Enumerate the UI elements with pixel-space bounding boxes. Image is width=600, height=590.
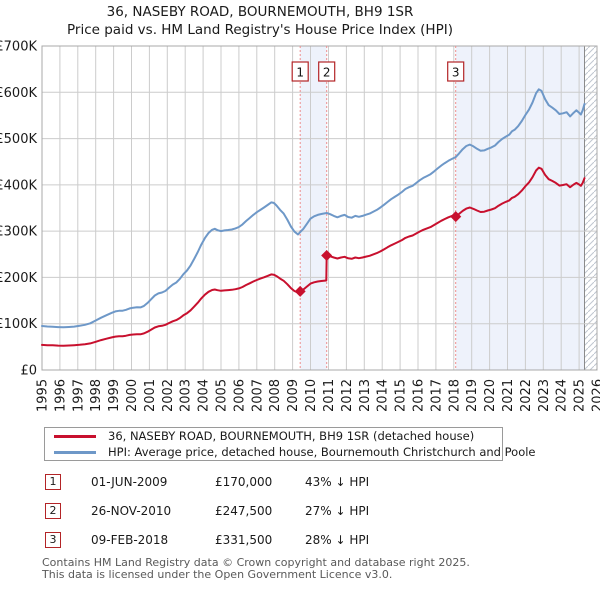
x-axis-tick-label: 2000 — [125, 379, 140, 412]
sale-point-marker-2 — [321, 249, 333, 261]
shaded-bands — [300, 46, 597, 370]
x-axis-tick-label: 1998 — [89, 379, 104, 412]
transaction-number-badge: 2 — [45, 503, 61, 519]
page-title: 36, NASEBY ROAD, BOURNEMOUTH, BH9 1SR — [106, 4, 414, 20]
transaction-number-badge: 1 — [45, 474, 61, 490]
x-axis-tick-label: 2001 — [143, 379, 158, 412]
x-axis-tick-label: 2005 — [215, 379, 230, 412]
transaction-price: £170,000 — [215, 475, 273, 489]
y-axis-labels: £0 £100K £200K £300K £400K £500K £600K £700K — [0, 40, 37, 379]
sale-number-box — [318, 61, 336, 82]
transaction-date: 26-NOV-2010 — [91, 504, 172, 518]
sale-number-box — [447, 61, 465, 82]
x-axis-tick-label: 2021 — [501, 379, 516, 412]
x-axis-tick-label: 2016 — [412, 379, 427, 412]
transaction-date: 09-FEB-2018 — [91, 533, 169, 547]
legend-item-hpi: HPI: Average price, detached house, Bour… — [45, 444, 536, 460]
x-axis-tick-label: 2020 — [483, 379, 498, 412]
x-axis-tick-label: 2022 — [519, 379, 534, 412]
sale-markers — [294, 211, 462, 297]
sale-point-marker-3 — [450, 211, 462, 223]
legend: 36, NASEBY ROAD, BOURNEMOUTH, BH9 1SR (d… — [44, 427, 536, 461]
x-axis-tick-label: 2024 — [555, 379, 570, 412]
sale-dashed-lines — [299, 46, 457, 370]
x-axis-tick-label: 2009 — [286, 379, 301, 412]
y-axis-tick-label: £700K — [0, 40, 37, 55]
y-axis-tick-label: £0 — [20, 364, 37, 379]
footer-line-2: This data is licensed under the Open Gov… — [42, 567, 393, 581]
x-axis-tick-label: 2019 — [465, 379, 480, 412]
transaction-vs-hpi: 27% ↓ HPI — [305, 504, 370, 518]
x-axis-tick-label: 1995 — [36, 379, 51, 412]
sale-number-label: 2 — [323, 66, 331, 80]
y-axis-tick-label: £600K — [0, 86, 37, 101]
sale-number-label: 3 — [452, 66, 460, 80]
transaction-vs-hpi: 28% ↓ HPI — [305, 533, 370, 547]
sale-point-marker-1 — [294, 285, 306, 297]
x-axis-tick-label: 2006 — [232, 379, 247, 412]
sale-number-box — [291, 61, 309, 82]
y-axis-tick-label: £200K — [0, 271, 37, 286]
hpi-shaded-band — [300, 46, 327, 370]
sale-number-boxes: 1 2 3 — [291, 61, 465, 82]
transaction-row: 1 01-JUN-2009 £170,000 43% ↓ HPI — [0, 474, 600, 491]
transaction-price: £331,500 — [215, 533, 273, 547]
x-axis-tick-label: 1996 — [53, 379, 68, 412]
x-axis-tick-label: 1997 — [71, 379, 86, 412]
transaction-number-badge: 3 — [45, 532, 61, 548]
x-axis-tick-label: 2012 — [340, 379, 355, 412]
x-axis-labels: 1995 1996 1997 1998 1999 2000 2001 2002 2003 2004… — [36, 379, 600, 412]
transaction-row: 2 26-NOV-2010 £247,500 27% ↓ HPI — [0, 503, 600, 520]
x-axis-tick-label: 2025 — [573, 379, 588, 412]
hpi-line — [41, 88, 586, 329]
x-axis-tick-label: 2017 — [429, 379, 444, 412]
x-axis-tick-label: 2018 — [447, 379, 462, 412]
x-axis-tick-label: 2013 — [358, 379, 373, 412]
x-axis-tick-label: 2014 — [376, 379, 391, 412]
x-axis-tick-label: 2015 — [394, 379, 409, 412]
legend-property-label: 36, NASEBY ROAD, BOURNEMOUTH, BH9 1SR (d… — [108, 429, 475, 443]
y-axis-tick-label: £400K — [0, 178, 37, 193]
plot-border — [41, 45, 598, 371]
page-subtitle: Price paid vs. HM Land Registry's House … — [67, 22, 453, 38]
x-axis-tick-label: 2002 — [161, 379, 176, 412]
x-axis-tick-label: 2023 — [537, 379, 552, 412]
property-line-sample — [54, 434, 96, 438]
y-axis-tick-label: £500K — [0, 132, 37, 147]
x-axis-tick-label: 2026 — [591, 379, 600, 412]
x-axis-tick-label: 2010 — [304, 379, 319, 412]
future-hatch-band — [584, 46, 597, 370]
sale-number-label: 1 — [296, 66, 304, 80]
footer-line-1: Contains HM Land Registry data © Crown c… — [42, 556, 470, 569]
x-axis-tick-label: 2004 — [197, 379, 212, 412]
x-axis-tick-label: 2008 — [268, 379, 283, 412]
legend-hpi-label: HPI: Average price, detached house, Bour… — [108, 445, 536, 459]
plot-frame — [41, 45, 598, 371]
hpi-line-sample — [54, 450, 96, 454]
hpi-shaded-band — [455, 46, 585, 370]
license-footer: Contains HM Land Registry data © Crown c… — [42, 557, 470, 580]
transaction-vs-hpi: 43% ↓ HPI — [305, 475, 370, 489]
transaction-date: 01-JUN-2009 — [91, 475, 168, 489]
x-axis-tick-label: 1999 — [107, 379, 122, 412]
legend-item-property: 36, NASEBY ROAD, BOURNEMOUTH, BH9 1SR (d… — [45, 428, 502, 444]
y-axis-tick-label: £300K — [0, 225, 37, 240]
price-chart: £0 £100K £200K £300K £400K £500K £600K £700K 19… — [0, 40, 600, 413]
y-axis-tick-label: £100K — [0, 317, 37, 332]
x-axis-tick-label: 2007 — [250, 379, 265, 412]
transaction-row: 3 09-FEB-2018 £331,500 28% ↓ HPI — [0, 532, 600, 549]
x-axis-tick-label: 2011 — [322, 379, 337, 412]
x-axis-tick-label: 2003 — [179, 379, 194, 412]
transaction-price: £247,500 — [215, 504, 273, 518]
